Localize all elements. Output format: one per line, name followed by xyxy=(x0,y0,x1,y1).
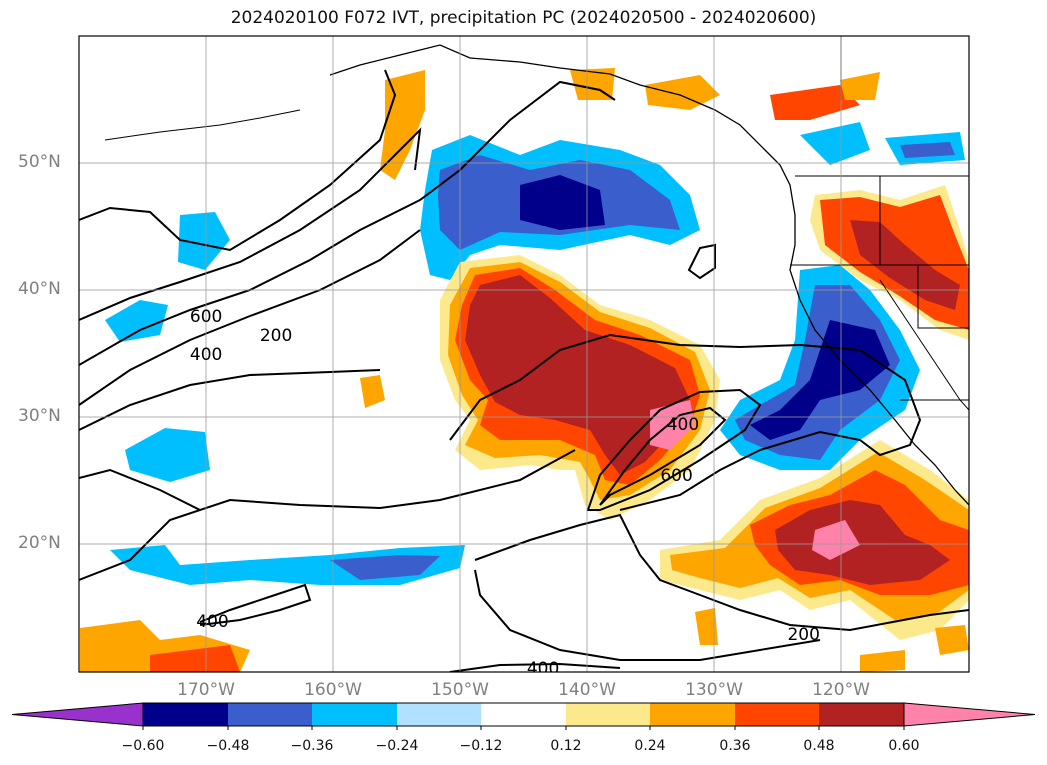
colorbar-label: 0.36 xyxy=(719,738,751,754)
lat-label-30n: 30°N xyxy=(18,406,61,426)
lat-label-50n: 50°N xyxy=(18,152,61,172)
colorbar-swatch xyxy=(819,703,904,726)
ivt-contour-label: 200 xyxy=(260,326,292,346)
colorbar-swatch xyxy=(735,703,819,726)
colorbar xyxy=(11,702,1036,730)
colorbar-label: 0.24 xyxy=(634,738,666,754)
ivt-contour-label: 400 xyxy=(667,415,699,435)
map-frame xyxy=(78,35,970,673)
contour-labels: 600 400 200 400 600 400 200 400 xyxy=(190,307,820,679)
colorbar-swatch xyxy=(566,703,650,726)
colorbar-label: −0.60 xyxy=(121,738,165,754)
lon-label-140w: 140°W xyxy=(558,680,616,700)
lon-label-120w: 120°W xyxy=(812,680,870,700)
lon-label-130w: 130°W xyxy=(685,680,743,700)
colorbar-swatch xyxy=(650,703,735,726)
colorbar-swatch xyxy=(481,703,566,726)
colorbar-swatch xyxy=(397,703,481,726)
colorbar-swatch xyxy=(228,703,312,726)
colorbar-label: 0.60 xyxy=(888,738,920,754)
graticule xyxy=(79,36,969,672)
lon-label-170w: 170°W xyxy=(177,680,235,700)
ivt-contours xyxy=(79,69,969,672)
colorbar-frame xyxy=(142,702,905,727)
colorbar-extend-high xyxy=(903,702,1036,727)
colorbar-swatch xyxy=(312,703,397,726)
lat-label-20n: 20°N xyxy=(18,533,61,553)
colorbar-label: −0.48 xyxy=(206,738,250,754)
lat-label-40n: 40°N xyxy=(18,279,61,299)
colorbar-label: 0.12 xyxy=(550,738,582,754)
precip-negative-regions xyxy=(105,122,965,585)
colorbar-label: 0.48 xyxy=(803,738,835,754)
ivt-contour-label: 600 xyxy=(660,466,692,486)
colorbar-label: −0.36 xyxy=(290,738,334,754)
borders xyxy=(790,36,969,401)
lon-label-160w: 160°W xyxy=(304,680,362,700)
ivt-contour-label: 400 xyxy=(527,659,559,679)
ivt-contour-label: 200 xyxy=(787,625,819,645)
chart-title: 2024020100 F072 IVT, precipitation PC (2… xyxy=(230,8,817,28)
colorbar-swatch xyxy=(143,703,228,726)
colorbar-extend-low xyxy=(11,702,144,727)
lon-label-150w: 150°W xyxy=(431,680,489,700)
ivt-contour-label: 600 xyxy=(190,307,222,327)
ivt-contour-label: 400 xyxy=(196,612,228,632)
colorbar-label: −0.24 xyxy=(375,738,419,754)
colorbar-label: −0.12 xyxy=(459,738,503,754)
coastline xyxy=(329,44,969,506)
ivt-contour-label: 400 xyxy=(190,345,222,365)
